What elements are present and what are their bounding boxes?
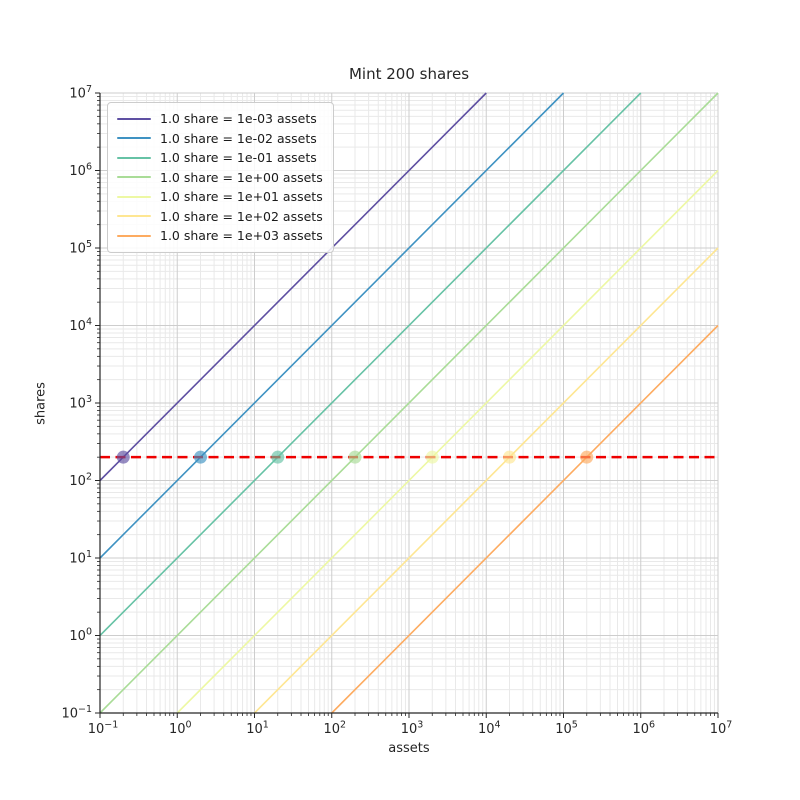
- series-line: [331, 324, 719, 714]
- x-tick-label: 106: [632, 720, 655, 738]
- y-tick-label: 10−1: [61, 704, 92, 722]
- y-tick-label: 103: [69, 394, 92, 412]
- y-tick-label: 104: [69, 317, 92, 335]
- y-tick-label: 105: [69, 239, 92, 257]
- series-line: [176, 169, 719, 714]
- legend-swatch-line: [117, 234, 151, 237]
- x-tick-label: 107: [710, 720, 733, 738]
- y-tick-label: 106: [69, 162, 92, 180]
- legend-label: 1.0 share = 1e+00 assets: [160, 169, 323, 185]
- x-tick-label: 10−1: [88, 720, 119, 738]
- chart-title: Mint 200 shares: [348, 65, 470, 83]
- legend-swatch-line: [117, 176, 151, 179]
- data-point-marker: [194, 450, 208, 464]
- y-tick-label: 107: [69, 84, 92, 102]
- x-tick-label: 104: [478, 720, 501, 738]
- y-tick-label: 101: [69, 549, 92, 567]
- series-line: [99, 92, 719, 714]
- legend-swatch-line: [117, 156, 151, 159]
- series-line: [99, 92, 642, 637]
- legend-item: 1.0 share = 1e+01 assets: [117, 187, 323, 207]
- series-line: [99, 92, 565, 559]
- series-line: [99, 92, 487, 482]
- legend-item: 1.0 share = 1e+02 assets: [117, 207, 323, 227]
- data-point-marker: [271, 450, 285, 464]
- legend-label: 1.0 share = 1e-02 assets: [160, 130, 317, 146]
- series-lines: [99, 92, 719, 714]
- legend-swatch-line: [117, 137, 151, 140]
- legend-item: 1.0 share = 1e-03 assets: [117, 109, 323, 129]
- x-axis-label: assets: [388, 741, 430, 756]
- legend-label: 1.0 share = 1e-01 assets: [160, 150, 317, 166]
- data-point-marker: [425, 450, 439, 464]
- y-tick-label: 102: [69, 472, 92, 490]
- y-tick-label: 100: [69, 627, 92, 645]
- x-tick-label: 105: [555, 720, 578, 738]
- x-tick-label: 101: [246, 720, 269, 738]
- y-axis-label: shares: [33, 382, 49, 425]
- data-point-marker: [348, 450, 362, 464]
- data-point-marker: [116, 450, 130, 464]
- legend-label: 1.0 share = 1e-03 assets: [160, 111, 317, 127]
- data-point-markers: [116, 450, 594, 464]
- x-tick-label: 102: [323, 720, 346, 738]
- legend-item: 1.0 share = 1e+03 assets: [117, 226, 323, 246]
- legend-swatch-line: [117, 195, 151, 198]
- series-line: [253, 247, 719, 714]
- legend: 1.0 share = 1e-03 assets 1.0 share = 1e-0…: [107, 102, 334, 253]
- legend-label: 1.0 share = 1e+02 assets: [160, 208, 323, 224]
- data-point-marker: [580, 450, 594, 464]
- x-tick-label: 103: [401, 720, 424, 738]
- legend-item: 1.0 share = 1e+00 assets: [117, 168, 323, 188]
- legend-label: 1.0 share = 1e+01 assets: [160, 189, 323, 205]
- data-point-marker: [503, 450, 517, 464]
- x-tick-label: 100: [169, 720, 192, 738]
- legend-swatch-line: [117, 117, 151, 120]
- legend-item: 1.0 share = 1e-01 assets: [117, 148, 323, 168]
- legend-item: 1.0 share = 1e-02 assets: [117, 129, 323, 149]
- legend-label: 1.0 share = 1e+03 assets: [160, 228, 323, 244]
- axes: 10−1 100 101 102 103 104 105 106 107 10−1 100 101 10…: [61, 84, 732, 737]
- legend-swatch-line: [117, 215, 151, 218]
